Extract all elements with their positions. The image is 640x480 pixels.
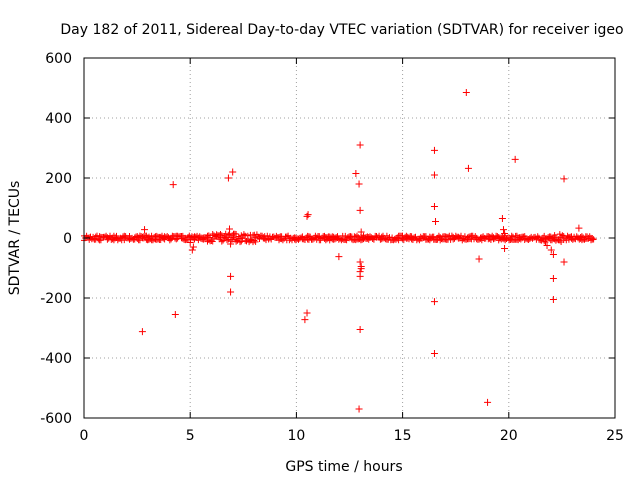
x-tick-label: 15 xyxy=(394,428,412,444)
data-point xyxy=(430,298,438,306)
data-point xyxy=(227,288,235,296)
data-point xyxy=(560,175,568,183)
data-point xyxy=(430,146,438,154)
data-point xyxy=(186,239,194,246)
data-point xyxy=(430,171,438,179)
data-point xyxy=(227,272,235,280)
data-point xyxy=(304,211,312,219)
data-point xyxy=(501,230,509,237)
data-point xyxy=(543,242,551,249)
data-point xyxy=(356,206,364,214)
data-point xyxy=(335,253,343,261)
data-point xyxy=(303,212,311,220)
data-point xyxy=(229,168,237,176)
x-tick-label: 10 xyxy=(287,428,305,444)
data-point xyxy=(355,405,363,413)
y-tick-label: 200 xyxy=(45,171,72,187)
data-point xyxy=(225,225,233,233)
data-point xyxy=(511,155,519,163)
data-point xyxy=(357,265,365,273)
x-tick-label: 5 xyxy=(186,428,195,444)
y-tick-label: -400 xyxy=(40,351,72,367)
data-point xyxy=(501,245,509,252)
x-tick-label: 0 xyxy=(80,428,89,444)
tick-layer: 0 5 10 15 20 25 -600 -400 -200 0 200 400 600 xyxy=(40,51,624,444)
data-point xyxy=(357,228,365,236)
data-point xyxy=(475,255,483,263)
data-point xyxy=(498,215,506,222)
data-point xyxy=(499,226,507,234)
data-point xyxy=(189,243,197,251)
y-tick-label: 400 xyxy=(45,111,72,127)
data-point xyxy=(547,246,555,254)
data-point xyxy=(141,226,149,234)
data-point xyxy=(138,328,146,336)
y-tick-label: 0 xyxy=(63,231,72,247)
data-point xyxy=(549,275,557,282)
y-tick-label: 600 xyxy=(45,51,72,67)
data-point xyxy=(356,326,364,333)
data-point xyxy=(430,203,438,210)
data-point xyxy=(144,236,152,243)
data-point xyxy=(432,218,440,225)
points-layer xyxy=(138,89,583,413)
x-tick-label: 20 xyxy=(500,428,518,444)
dense-band-layer xyxy=(81,230,597,246)
dense-band-marks xyxy=(81,230,597,246)
data-point xyxy=(301,316,309,324)
data-point xyxy=(462,89,470,96)
data-point xyxy=(355,180,363,188)
data-point xyxy=(171,311,179,318)
data-point xyxy=(430,350,438,357)
data-point xyxy=(352,170,360,177)
chart-title: Day 182 of 2011, Sidereal Day-to-day VTE… xyxy=(60,22,623,38)
data-point xyxy=(303,309,311,317)
y-tick-label: -200 xyxy=(40,291,72,307)
data-point xyxy=(549,251,557,258)
data-point xyxy=(464,164,472,172)
data-point xyxy=(356,258,364,266)
data-point xyxy=(169,181,177,189)
y-tick-label: -600 xyxy=(40,411,72,427)
x-axis-label: GPS time / hours xyxy=(285,459,402,475)
data-point xyxy=(575,224,583,232)
y-axis-label: SDTVAR / TECUs xyxy=(7,181,23,296)
data-point xyxy=(356,141,364,149)
data-point xyxy=(188,246,196,254)
data-point xyxy=(560,258,568,266)
data-point xyxy=(356,272,364,280)
data-point xyxy=(549,296,557,303)
x-tick-label: 25 xyxy=(606,428,624,444)
data-point xyxy=(227,240,235,248)
data-point xyxy=(484,398,492,406)
data-point xyxy=(224,174,232,182)
